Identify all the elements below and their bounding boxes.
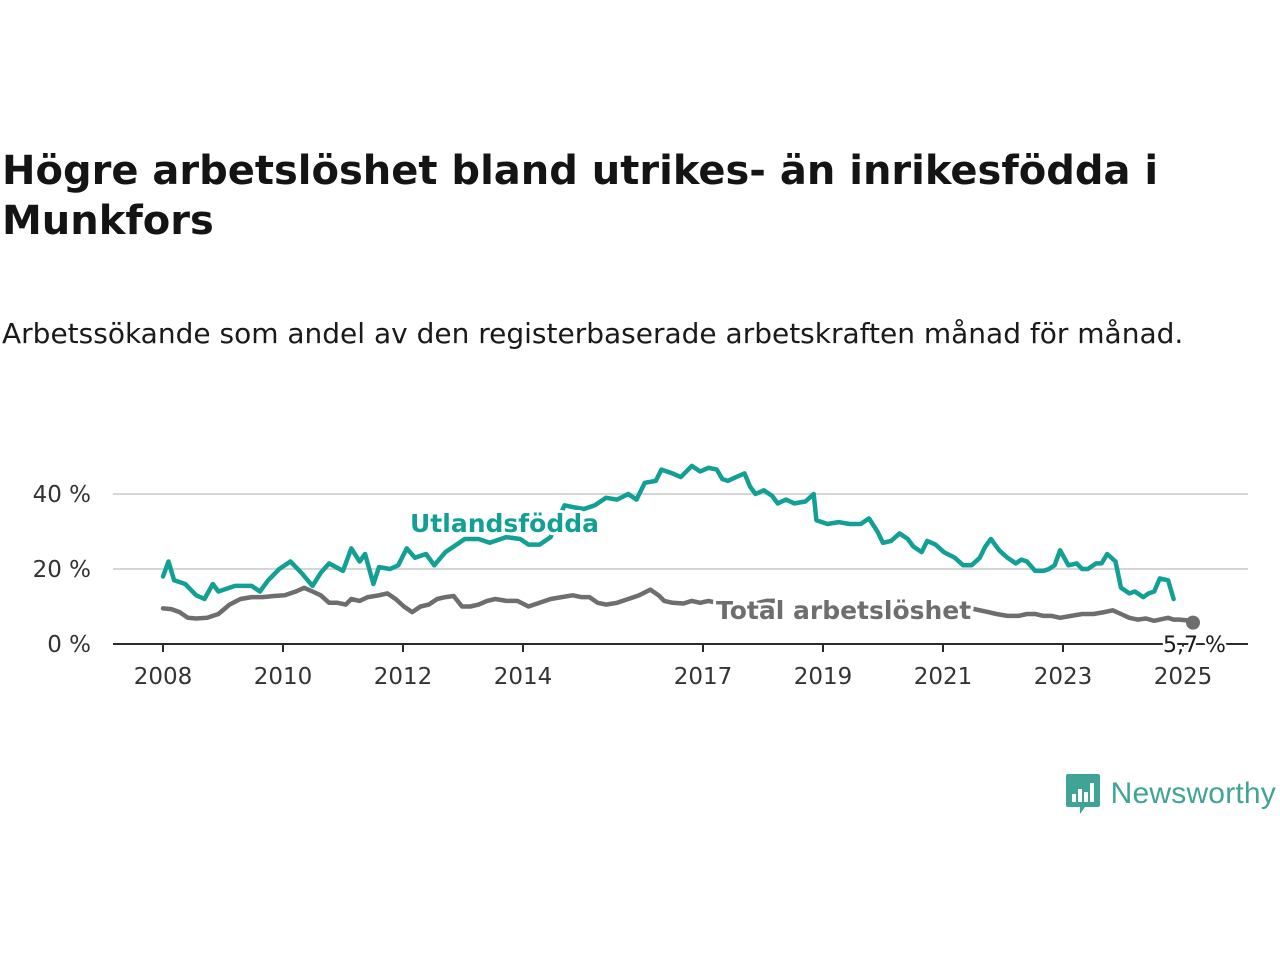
series-label-utlandsfodda: Utlandsfödda — [410, 509, 599, 538]
newsworthy-logo-icon — [1065, 774, 1100, 814]
line-chart: 0 % 20 % 40 % 2008 2010 2012 2014 2017 2019 2021 2… — [33, 463, 1248, 690]
y-tick-label: 40 % — [33, 482, 91, 508]
x-tick-label: 2025 — [1154, 664, 1213, 690]
y-tick-label: 0 % — [47, 632, 91, 658]
x-tick-label: 2014 — [494, 664, 553, 690]
end-point-marker — [1186, 615, 1200, 630]
chart-subtitle: Arbetssökande som andel av den registerb… — [2, 317, 1184, 350]
newsworthy-logo-text: Newsworthy — [1110, 777, 1276, 810]
series-line-total — [969, 606, 1196, 625]
series-line-utlandsfodda — [160, 463, 1176, 602]
x-tick-label: 2017 — [674, 664, 733, 690]
x-tick-label: 2010 — [254, 664, 313, 690]
x-tick-label: 2008 — [134, 664, 193, 690]
chart-title: Högre arbetslöshet bland utrikes- än inr… — [2, 148, 1159, 244]
x-tick-label: 2019 — [794, 664, 853, 690]
x-tick-label: 2021 — [914, 664, 973, 690]
x-tick-label: 2023 — [1034, 664, 1093, 690]
y-tick-label: 20 % — [33, 557, 91, 583]
newsworthy-logo: Newsworthy — [1065, 772, 1276, 816]
series-line-total — [160, 585, 778, 621]
series-label-total: Total arbetslöshet — [716, 596, 971, 625]
x-tick-label: 2012 — [374, 664, 433, 690]
end-value-label: 5,7 % — [1163, 633, 1226, 658]
